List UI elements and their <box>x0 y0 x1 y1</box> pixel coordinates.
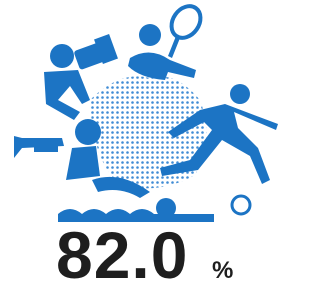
infographic: 82.0 % <box>0 0 288 293</box>
sports-illustration <box>0 0 288 230</box>
stat-unit: % <box>212 259 233 283</box>
stat-value: 82.0 <box>56 222 188 288</box>
